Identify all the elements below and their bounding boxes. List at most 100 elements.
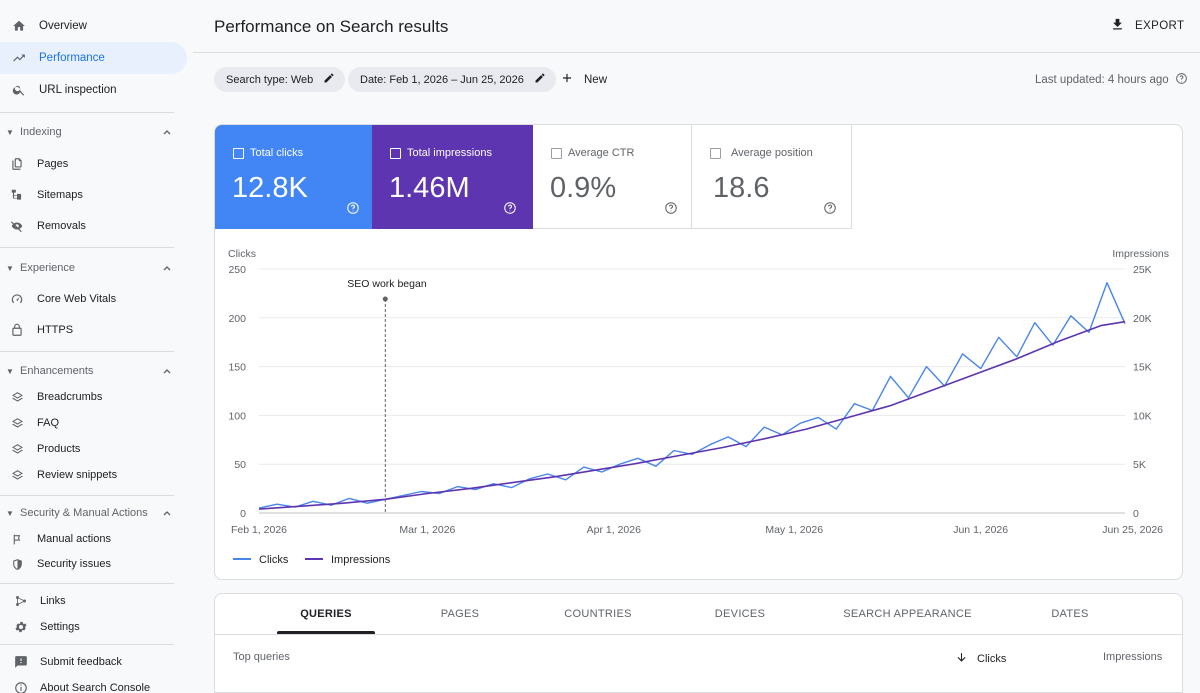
tab-devices[interactable]: DEVICES — [714, 608, 766, 620]
sidebar-item-links[interactable]: Links — [0, 588, 187, 614]
sidebar-item-core-web-vitals[interactable]: Core Web Vitals — [0, 286, 187, 312]
sidebar-item-review-snippets[interactable]: Review snippets — [0, 462, 187, 488]
help-icon[interactable] — [664, 201, 678, 215]
sidebar-item-label: HTTPS — [37, 324, 74, 336]
export-label: EXPORT — [1135, 20, 1185, 32]
y-left-axis-title: Clicks — [228, 248, 256, 260]
sidebar-item-overview[interactable]: Overview — [0, 10, 187, 42]
export-button[interactable]: EXPORT — [1110, 17, 1184, 35]
edit-icon — [534, 72, 546, 87]
sidebar-item-settings[interactable]: Settings — [0, 614, 187, 640]
checkbox[interactable] — [710, 148, 721, 159]
sidebar-divider — [0, 644, 174, 645]
sidebar-divider — [0, 112, 174, 113]
sidebar-item-pages[interactable]: Pages — [0, 151, 187, 177]
section-title: Experience — [20, 262, 76, 274]
y-left-tick-label: 0 — [240, 508, 246, 520]
sidebar-item-performance[interactable]: Performance — [0, 42, 187, 74]
sidebar-item-label: URL inspection — [39, 84, 117, 96]
annotation-label: SEO work began — [347, 278, 427, 290]
column-header-impressions[interactable]: Impressions — [1103, 651, 1163, 663]
section-experience[interactable]: ▼ Experience — [0, 254, 187, 282]
y-right-tick-label: 15K — [1133, 362, 1152, 374]
page-title: Performance on Search results — [214, 17, 449, 36]
feedback-icon — [14, 655, 28, 669]
tabs-card: QUERIES PAGES COUNTRIES DEVICES SEARCH A… — [214, 593, 1183, 693]
gear-icon — [14, 620, 28, 634]
tab-dates[interactable]: DATES — [1051, 608, 1089, 620]
caret-down-icon: ▼ — [6, 263, 14, 273]
sidebar-item-label: Settings — [40, 621, 80, 633]
metric-average-ctr[interactable]: Average CTR 0.9% — [533, 125, 692, 229]
flag-icon — [10, 532, 24, 546]
sidebar-item-products[interactable]: Products — [0, 436, 187, 462]
chevron-up-icon — [162, 366, 172, 376]
new-filter-button[interactable]: New — [560, 67, 607, 92]
info-icon — [14, 681, 28, 693]
eye-off-icon — [10, 219, 24, 233]
chevron-up-icon — [162, 263, 172, 273]
y-left-tick-label: 200 — [228, 313, 246, 325]
section-security[interactable]: ▼ Security & Manual Actions — [0, 499, 187, 527]
sidebar-item-label: Products — [37, 443, 81, 455]
sidebar-item-https[interactable]: HTTPS — [0, 317, 187, 343]
sidebar-item-label: Review snippets — [37, 469, 118, 481]
section-title: Security & Manual Actions — [20, 507, 148, 519]
caret-down-icon: ▼ — [6, 508, 14, 518]
metric-total-clicks[interactable]: Total clicks 12.8K — [215, 125, 374, 229]
column-header-clicks[interactable]: Clicks — [955, 651, 1006, 667]
column-header-top-queries: Top queries — [233, 651, 290, 663]
sidebar-divider — [0, 351, 174, 352]
metric-total-impressions[interactable]: Total impressions 1.46M — [372, 125, 533, 229]
help-icon[interactable] — [823, 201, 837, 215]
caret-down-icon: ▼ — [6, 366, 14, 376]
sidebar-item-label: Sitemaps — [37, 189, 83, 201]
sidebar-item-about[interactable]: About Search Console — [0, 675, 187, 693]
help-icon[interactable] — [503, 201, 517, 215]
sidebar-item-removals[interactable]: Removals — [0, 213, 187, 239]
sidebar-item-submit-feedback[interactable]: Submit feedback — [0, 649, 187, 675]
metric-value: 18.6 — [713, 172, 770, 204]
section-enhancements[interactable]: ▼ Enhancements — [0, 357, 187, 385]
column-header-label: Clicks — [977, 653, 1007, 665]
sidebar-item-breadcrumbs[interactable]: Breadcrumbs — [0, 384, 187, 410]
chevron-up-icon — [162, 508, 172, 518]
section-indexing[interactable]: ▼ Indexing — [0, 118, 187, 146]
sidebar-item-sitemaps[interactable]: Sitemaps — [0, 182, 187, 208]
sidebar-item-faq[interactable]: FAQ — [0, 410, 187, 436]
sidebar-item-manual-actions[interactable]: Manual actions — [0, 526, 187, 552]
checkbox[interactable] — [551, 148, 562, 159]
tab-queries[interactable]: QUERIES — [300, 608, 352, 620]
sidebar-item-label: About Search Console — [40, 682, 151, 693]
layers-icon — [10, 390, 24, 404]
x-tick-label: Jun 1, 2026 — [953, 524, 1008, 536]
sidebar-item-label: Submit feedback — [40, 656, 122, 668]
sidebar-item-security-issues[interactable]: Security issues — [0, 551, 187, 577]
gauge-icon — [10, 292, 24, 306]
sidebar-item-url-inspection[interactable]: URL inspection — [0, 74, 187, 106]
search-icon — [12, 83, 26, 97]
legend-label-impressions: Impressions — [331, 554, 391, 566]
checkbox[interactable] — [233, 148, 244, 159]
download-icon — [1110, 17, 1125, 35]
help-icon[interactable] — [346, 201, 360, 215]
caret-down-icon: ▼ — [6, 127, 14, 137]
date-chip[interactable]: Date: Feb 1, 2026 – Jun 25, 2026 — [348, 67, 556, 92]
tab-countries[interactable]: COUNTRIES — [564, 608, 632, 620]
metric-average-position[interactable]: Average position 18.6 — [692, 125, 852, 229]
sidebar-item-label: FAQ — [37, 417, 60, 429]
tab-search-appearance[interactable]: SEARCH APPEARANCE — [843, 608, 972, 620]
search-type-chip[interactable]: Search type: Web — [214, 67, 346, 92]
sidebar-item-label: Breadcrumbs — [37, 391, 103, 403]
sidebar-item-label: Overview — [39, 20, 87, 32]
y-right-tick-label: 5K — [1133, 459, 1146, 471]
layers-icon — [10, 468, 24, 482]
performance-card: Total clicks 12.8K Total impressions 1.4… — [214, 124, 1183, 580]
y-left-tick-label: 150 — [228, 362, 246, 374]
y-left-tick-label: 250 — [228, 264, 246, 276]
help-icon[interactable] — [1175, 72, 1188, 88]
x-tick-label: Jun 25, 2026 — [1102, 524, 1163, 536]
tab-pages[interactable]: PAGES — [440, 608, 480, 620]
checkbox[interactable] — [390, 148, 401, 159]
performance-chart[interactable]: Clicks Impressions 250 25K 200 20K 150 15K 100 10… — [215, 229, 1182, 579]
